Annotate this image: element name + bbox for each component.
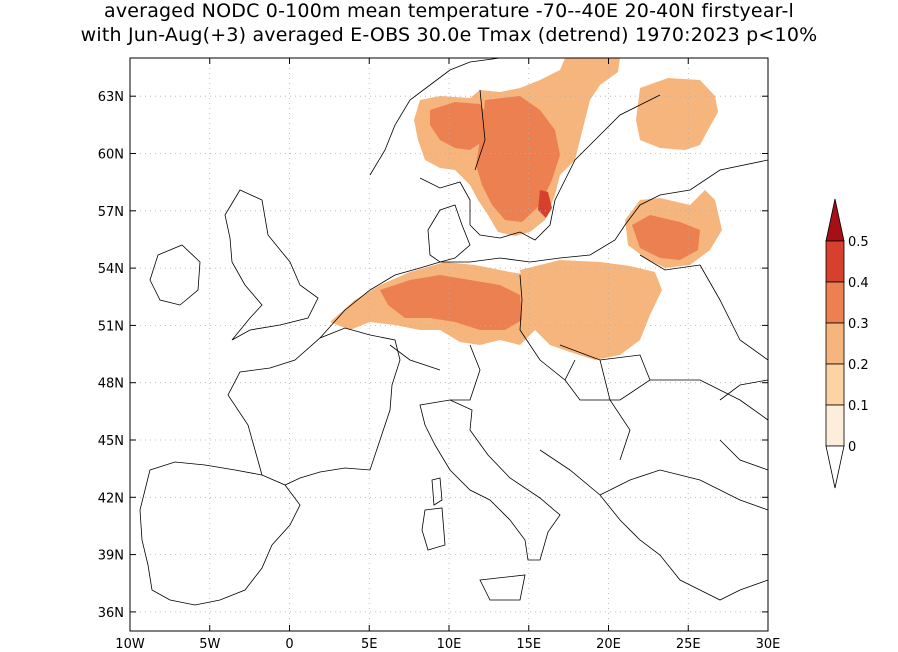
longitude-axis: 10W 5W 0 5E 10E 15E 20E 25E 30E [115, 58, 780, 652]
lat-tick-label: 36N [98, 606, 124, 621]
field-region-sweden-se [538, 190, 552, 218]
coast-france [227, 327, 401, 486]
colorbar-level-label: 0.4 [848, 276, 869, 291]
colorbar-level-label: 0.2 [848, 358, 869, 373]
colorbar-swatch [825, 322, 845, 365]
coast-denmark [427, 204, 471, 263]
colorbar-swatch [825, 404, 845, 447]
colorbar-level-label: 0.3 [848, 317, 869, 332]
coast-scandinavia [369, 58, 661, 241]
lat-tick-label: 63N [98, 90, 124, 105]
correlation-field [330, 58, 722, 360]
coast-sicily [479, 574, 526, 601]
coast-italy [419, 399, 561, 561]
lat-tick-label: 42N [98, 491, 124, 506]
coastlines-and-borders [139, 58, 768, 606]
lat-tick-label: 45N [98, 434, 124, 449]
field-region-poland [520, 260, 662, 360]
colorbar-swatch [825, 363, 845, 406]
latitude-axis: 63N 60N 57N 54N 51N 48N 45N 42N 39N 36N [98, 90, 768, 621]
lat-tick-label: 54N [98, 262, 124, 277]
colorbar-over-triangle [825, 198, 845, 242]
lat-tick-label: 60N [98, 148, 124, 163]
coast-great-britain [224, 189, 319, 341]
border-lines [389, 89, 768, 461]
lon-tick-label: 10W [115, 637, 145, 652]
field-region-germany-core [380, 275, 522, 330]
colorbar-level-label: 0.5 [848, 235, 869, 250]
lon-tick-label: 20E [596, 637, 621, 652]
coast-iberia [139, 461, 301, 606]
colorbar-swatch [825, 240, 845, 283]
coast-balkans [539, 449, 768, 601]
field-region-sweden-core [476, 96, 560, 222]
lat-tick-label: 57N [98, 205, 124, 220]
lat-tick-label: 48N [98, 377, 124, 392]
coast-ireland [149, 244, 201, 306]
chart-title-line-1: averaged NODC 0-100m mean temperature -7… [104, 0, 794, 22]
lon-tick-label: 0 [285, 637, 293, 652]
lon-tick-label: 25E [676, 637, 701, 652]
colorbar: 0.5 0.4 0.3 0.2 0.1 0 [825, 198, 869, 489]
coast-north-continent [319, 159, 768, 339]
chart-title-line-2: with Jun-Aug(+3) averaged E-OBS 30.0e Tm… [80, 24, 818, 46]
lon-tick-label: 10E [437, 637, 462, 652]
coast-corsica [431, 477, 443, 506]
coast-sardinia [421, 507, 446, 551]
colorbar-level-label: 0 [848, 440, 856, 455]
lat-tick-label: 39N [98, 549, 124, 564]
lat-tick-label: 51N [98, 319, 124, 334]
lon-tick-label: 15E [516, 637, 541, 652]
coast-black-sea [719, 379, 768, 471]
lon-tick-label: 5E [361, 637, 378, 652]
colorbar-level-label: 0.1 [848, 399, 869, 414]
lon-tick-label: 30E [756, 637, 781, 652]
field-region-baltic-core [632, 215, 700, 260]
colorbar-under-triangle [825, 445, 845, 489]
field-region-norway-west [430, 102, 490, 150]
lon-tick-label: 5W [199, 637, 220, 652]
field-region-finland-russia [636, 78, 718, 150]
colorbar-swatch [825, 281, 845, 324]
